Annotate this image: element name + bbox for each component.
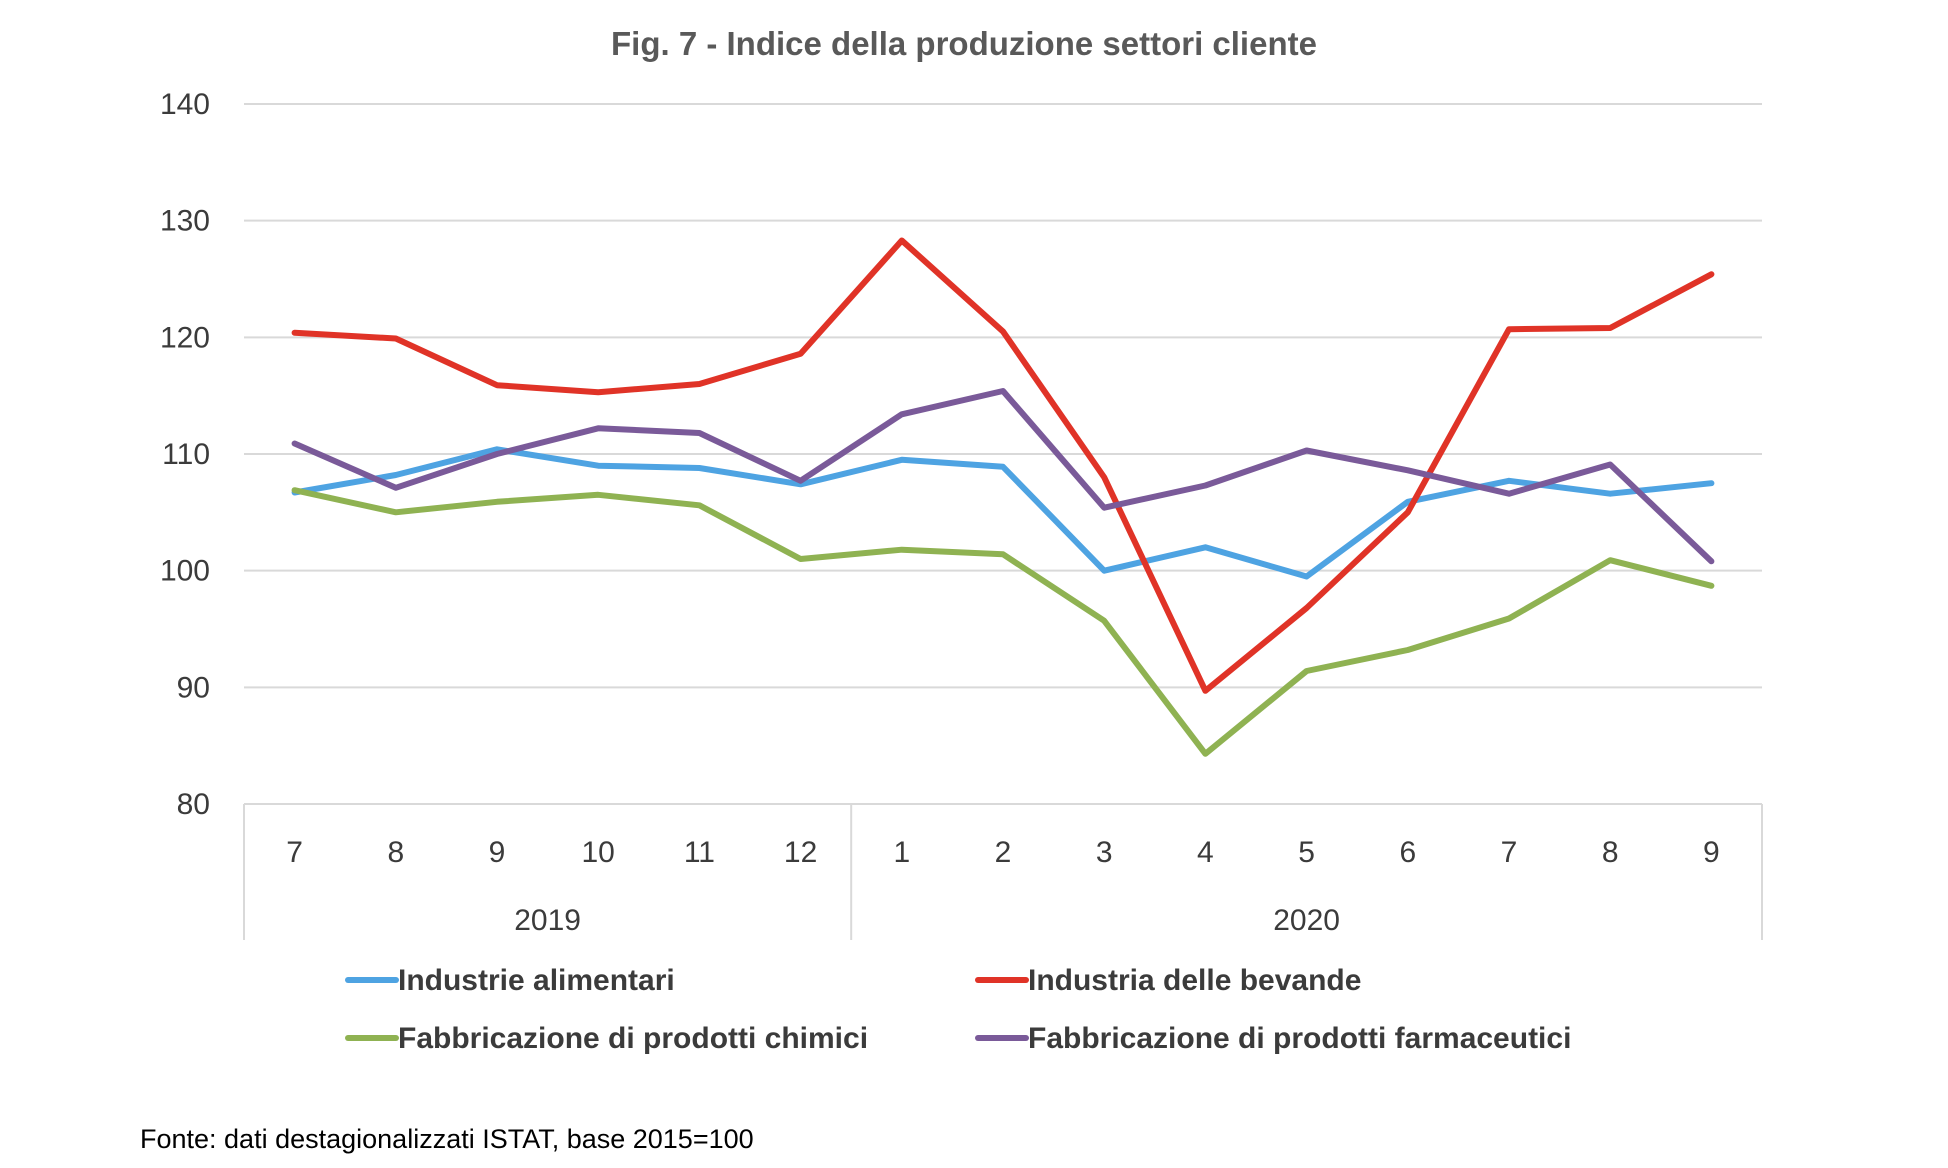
x-tick-label: 1 [893, 836, 910, 869]
x-tick-label: 10 [582, 836, 615, 869]
x-tick-label: 3 [1096, 836, 1113, 869]
x-year-label: 2019 [514, 904, 581, 937]
x-tick-label: 4 [1197, 836, 1214, 869]
x-tick-label: 8 [1602, 836, 1619, 869]
legend-label: Industrie alimentari [398, 964, 675, 997]
y-tick-label: 110 [162, 438, 210, 471]
legend-item: Fabbricazione di prodotti farmaceutici [975, 1022, 1571, 1055]
y-tick-label: 100 [160, 555, 210, 588]
x-tick-label: 5 [1298, 836, 1315, 869]
x-tick-label: 9 [489, 836, 506, 869]
x-tick-label: 7 [1501, 836, 1518, 869]
y-axis-ticks: 80 90 100 110 120 130 140 [160, 88, 210, 821]
source-note: Fonte: dati destagionalizzati ISTAT, bas… [140, 1124, 754, 1154]
x-tick-label: 11 [684, 836, 715, 869]
series-lines [291, 237, 1715, 757]
legend-item: Industria delle bevande [975, 964, 1361, 997]
x-tick-label: 7 [286, 836, 303, 869]
x-tick-label: 12 [784, 836, 817, 869]
legend-label: Fabbricazione di prodotti farmaceutici [1028, 1022, 1571, 1055]
series-line-fabbricazione-di-prodotti-chimici [291, 487, 1715, 757]
y-tick-label: 130 [160, 205, 210, 238]
x-tick-label: 6 [1399, 836, 1416, 869]
legend-item: Fabbricazione di prodotti chimici [345, 1022, 868, 1055]
y-tick-label: 140 [160, 88, 210, 121]
y-tick-label: 80 [177, 788, 210, 821]
y-tick-label: 120 [160, 321, 210, 354]
legend-label: Industria delle bevande [1028, 964, 1361, 997]
series-line-fabbricazione-di-prodotti-farmaceutici [291, 388, 1715, 565]
legend-label: Fabbricazione di prodotti chimici [398, 1022, 868, 1055]
legend-item: Industrie alimentari [345, 964, 675, 997]
series-line-industria-delle-bevande [291, 237, 1715, 694]
x-tick-label: 8 [387, 836, 404, 869]
x-tick-label: 9 [1703, 836, 1720, 869]
x-tick-label: 2 [995, 836, 1012, 869]
legend: Industrie alimentari Industria delle beva… [345, 964, 1571, 1055]
y-tick-label: 90 [177, 671, 210, 704]
chart-title: Fig. 7 - Indice della produzione settori… [611, 25, 1317, 62]
x-year-label: 2020 [1273, 904, 1340, 937]
